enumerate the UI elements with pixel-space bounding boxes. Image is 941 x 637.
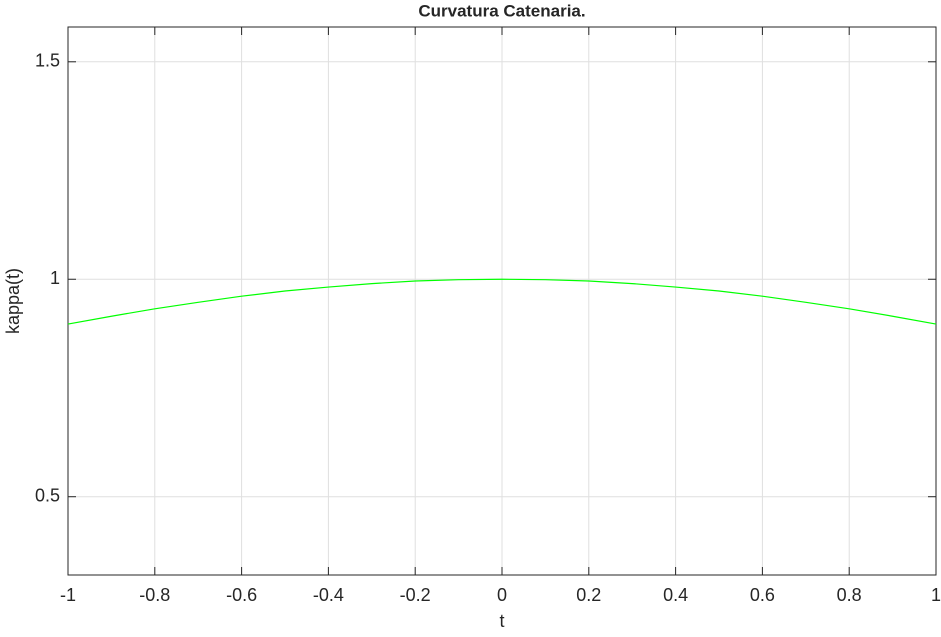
x-tick-label: 0.8 — [837, 585, 862, 605]
x-tick-label: -0.8 — [139, 585, 170, 605]
x-tick-label: 1 — [931, 585, 941, 605]
x-tick-label: -0.2 — [400, 585, 431, 605]
x-tick-label: 0 — [497, 585, 507, 605]
x-tick-label: -1 — [60, 585, 76, 605]
x-tick-label: -0.6 — [226, 585, 257, 605]
x-tick-label: 0.2 — [576, 585, 601, 605]
y-tick-label: 0.5 — [35, 485, 60, 505]
x-tick-label: 0.4 — [663, 585, 688, 605]
y-tick-label: 1.5 — [35, 51, 60, 71]
x-tick-label: -0.4 — [313, 585, 344, 605]
x-axis-label: t — [499, 611, 504, 631]
data-line — [67, 278, 937, 325]
y-tick-label: 1 — [50, 268, 60, 288]
x-tick-label: 0.6 — [750, 585, 775, 605]
axes-box — [67, 26, 937, 576]
chart-title: Curvatura Catenaria. — [418, 1, 585, 20]
y-axis-label: kappa(t) — [3, 268, 23, 334]
